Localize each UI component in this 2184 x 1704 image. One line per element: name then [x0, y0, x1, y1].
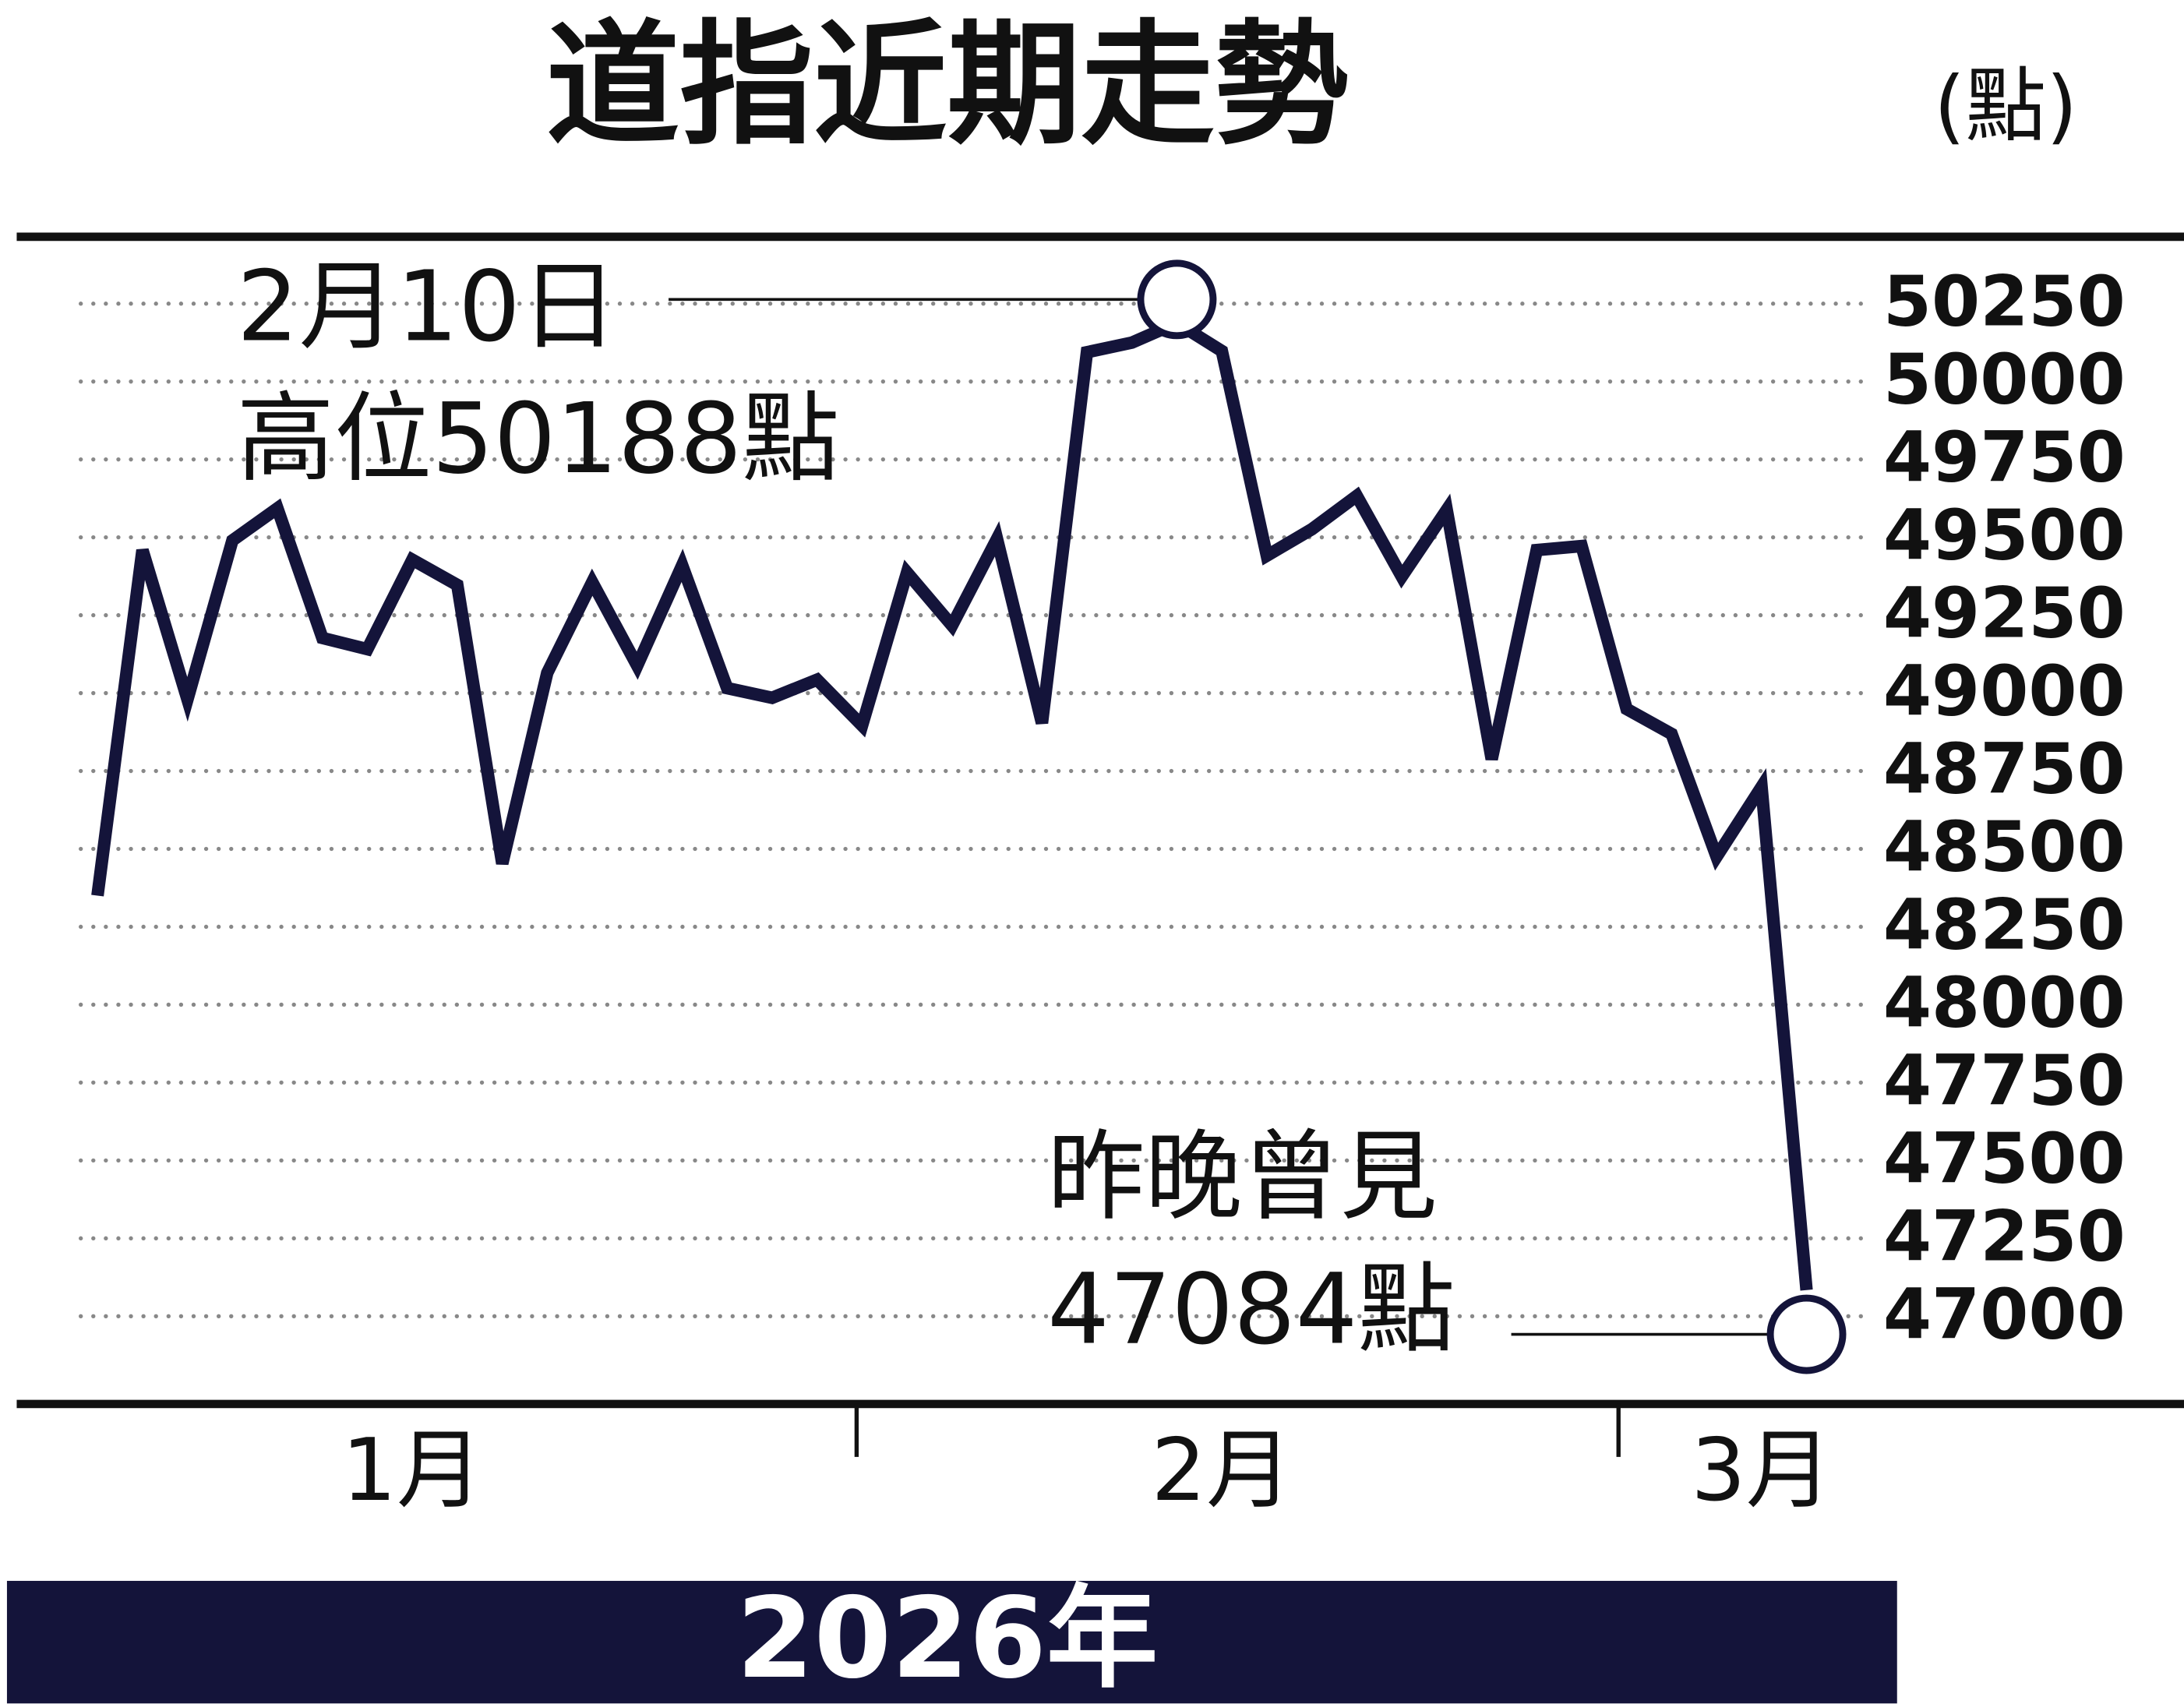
y-tick-label: 50250: [1883, 262, 2126, 343]
footer-label: 2026年: [736, 1573, 1158, 1703]
annotation-text: 昨晚曾見: [1047, 1120, 1438, 1234]
y-tick-label: 49500: [1883, 496, 2126, 577]
point-marker: [1137, 259, 1217, 340]
annotation-text: 高位50188點: [237, 382, 839, 496]
x-tick-label: 2月: [1152, 1420, 1293, 1521]
y-tick-label: 47000: [1883, 1274, 2126, 1355]
y-tick-label: 48750: [1883, 729, 2126, 810]
y-tick-label: 47250: [1883, 1196, 2126, 1277]
point-marker: [1766, 1294, 1847, 1374]
y-tick-label: 50000: [1883, 340, 2126, 421]
y-tick-label: 49000: [1883, 651, 2126, 732]
footer-bar: [6, 1580, 1897, 1704]
y-tick-label: 47750: [1883, 1040, 2126, 1121]
chart-title: 道指近期走勢: [546, 8, 1349, 163]
y-tick-label: 47500: [1883, 1118, 2126, 1199]
unit-label: (點): [1934, 59, 2078, 153]
y-tick-label: 49250: [1883, 573, 2126, 654]
y-tick-label: 48000: [1883, 962, 2126, 1043]
line-series: [91, 316, 1813, 1291]
x-tick-label: 3月: [1691, 1420, 1832, 1521]
y-tick-label: 48500: [1883, 806, 2126, 887]
y-tick-label: 49750: [1883, 418, 2126, 499]
y-tick-label: 48250: [1883, 884, 2126, 965]
annotation-text: 47084點: [1047, 1252, 1455, 1366]
x-tick-label: 1月: [342, 1420, 483, 1521]
annotation-text: 2月10日: [237, 249, 618, 363]
